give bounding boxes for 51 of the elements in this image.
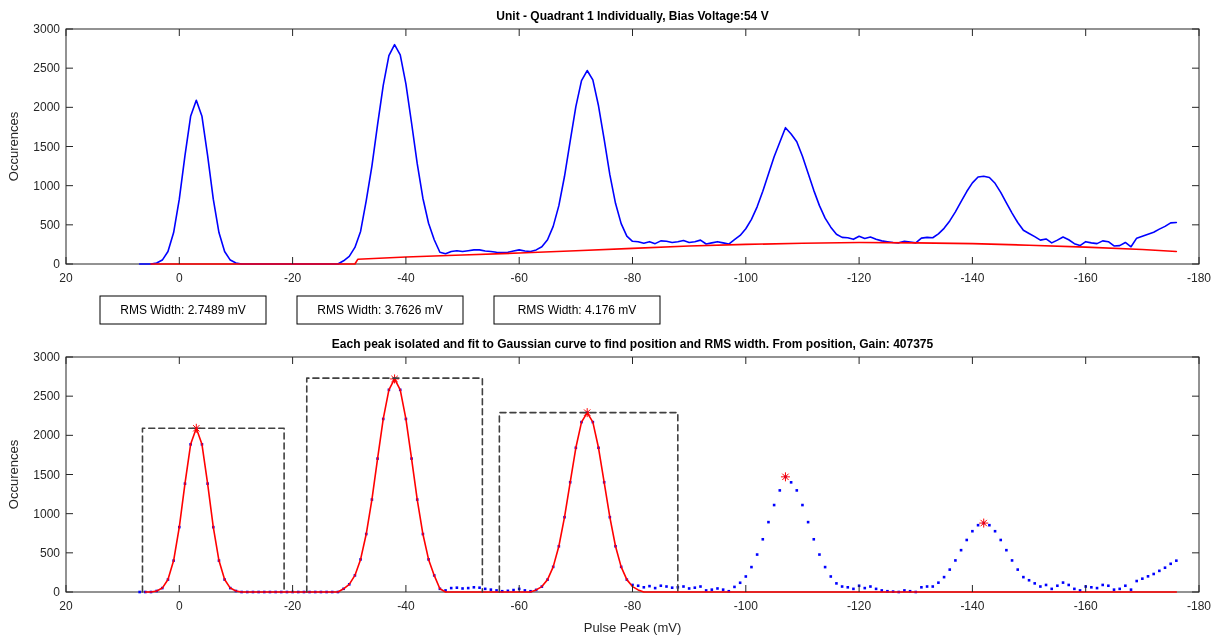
y-tick-label: 3000 xyxy=(33,350,61,364)
line-series xyxy=(150,241,1178,265)
text: RMS Width: 2.7489 mV xyxy=(120,303,246,317)
x-tick-label: 20 xyxy=(59,599,73,613)
y-tick-label: 1500 xyxy=(33,467,61,482)
y-tick-label: 2000 xyxy=(33,428,61,443)
x-tick-label: -160 xyxy=(1073,599,1099,613)
x-tick-label: -60 xyxy=(510,271,529,285)
chart-title: Unit - Quadrant 1 Individually, Bias Voltage:54 V xyxy=(496,9,769,23)
x-tick-label: 0 xyxy=(175,599,183,613)
x-tick-label: -100 xyxy=(733,271,759,285)
y-tick-label: 0 xyxy=(53,585,61,599)
y-axis-title: Occurences xyxy=(6,439,21,510)
chart-title: Each peak isolated and fit to Gaussian curve to find position and RMS width. From position, Gain: 407375 xyxy=(331,337,934,351)
y-axis-title: Occurences xyxy=(6,111,21,182)
text: RMS Width: 4.176 mV xyxy=(517,303,637,317)
x-tick-label: -120 xyxy=(847,599,872,613)
text: RMS Width: 3.7626 mV xyxy=(317,303,443,317)
y-tick-label: 1000 xyxy=(33,506,61,521)
point xyxy=(582,407,593,418)
x-tick-label: -140 xyxy=(960,271,985,285)
y-tick-label: 1500 xyxy=(33,139,61,154)
y-tick-label: 500 xyxy=(39,545,61,560)
point xyxy=(978,518,989,529)
line-series xyxy=(138,43,1178,265)
y-tick-label: 2500 xyxy=(33,61,61,76)
x-tick-label: 0 xyxy=(175,271,183,285)
y-tick-label: 500 xyxy=(39,217,61,232)
x-tick-label: -160 xyxy=(1073,271,1099,285)
x-tick-label: -140 xyxy=(960,599,985,613)
x-tick-label: -80 xyxy=(623,271,642,285)
x-tick-label: -20 xyxy=(283,271,302,285)
x-tick-label: -40 xyxy=(397,271,415,285)
y-tick-label: 2500 xyxy=(33,389,61,404)
x-tick-label: -180 xyxy=(1186,271,1212,285)
y-tick-label: 3000 xyxy=(33,22,61,36)
x-axis-title: Pulse Peak (mV) xyxy=(583,620,682,635)
point xyxy=(780,471,791,482)
y-tick-label: 0 xyxy=(53,257,61,271)
point xyxy=(389,373,400,384)
x-tick-label: -100 xyxy=(733,599,759,613)
y-tick-label: 1000 xyxy=(33,178,61,193)
x-tick-label: -40 xyxy=(397,599,415,613)
x-tick-label: -60 xyxy=(510,599,529,613)
x-tick-label: -80 xyxy=(623,599,642,613)
y-tick-label: 2000 xyxy=(33,100,61,115)
point xyxy=(191,423,202,434)
x-tick-label: 20 xyxy=(59,271,73,285)
x-tick-label: -20 xyxy=(283,599,302,613)
x-tick-label: -120 xyxy=(847,271,872,285)
x-tick-label: -180 xyxy=(1186,599,1212,613)
